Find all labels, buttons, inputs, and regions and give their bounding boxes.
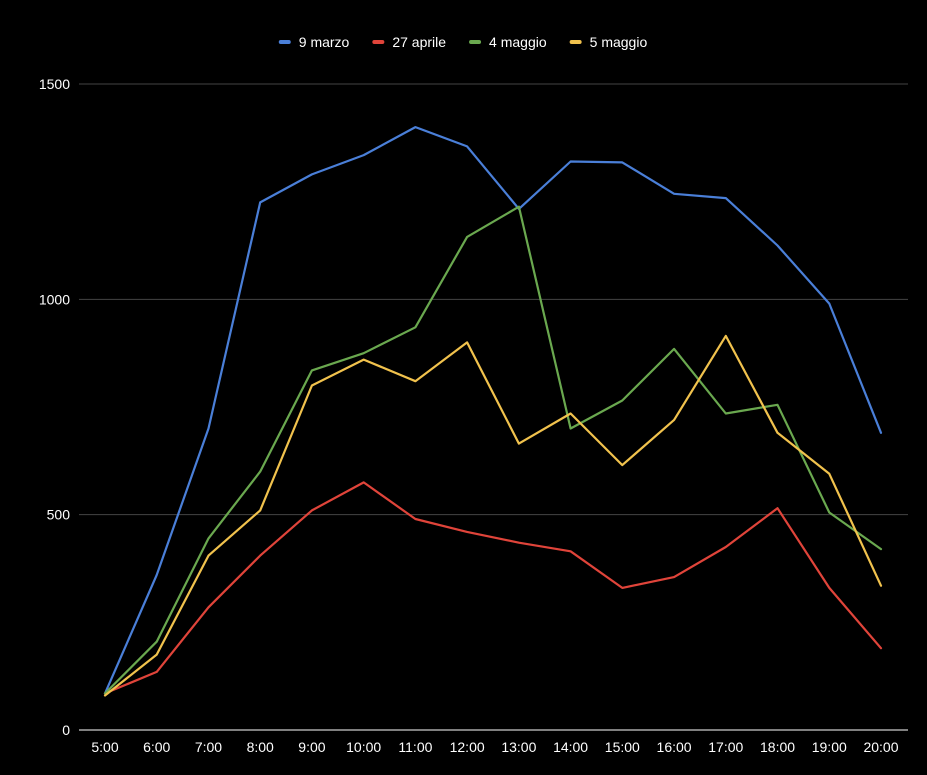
y-tick-label: 1000 [39,291,70,307]
series-line-4 [103,334,883,697]
x-tick-label: 18:00 [760,739,795,755]
x-tick-label: 7:00 [195,739,222,755]
legend-item: 9 marzo [278,34,350,50]
x-tick-label: 10:00 [346,739,381,755]
series-line-1 [103,125,883,695]
legend-label: 4 maggio [489,34,547,50]
y-axis-tick-labels: 0 500 1000 1500 [39,76,70,738]
x-tick-label: 15:00 [605,739,640,755]
legend-item: 27 aprile [372,34,446,50]
legend: 9 marzo 27 aprile 4 maggio 5 maggio [278,34,648,50]
series-line-3 [103,205,883,695]
x-tick-label: 13:00 [501,739,536,755]
y-tick-label: 500 [47,507,71,523]
x-tick-label: 19:00 [812,739,847,755]
legend-label: 5 maggio [590,34,648,50]
x-tick-label: 5:00 [91,739,118,755]
legend-item: 4 maggio [469,34,547,50]
x-tick-label: 9:00 [298,739,325,755]
series-line-2 [103,481,883,695]
legend-label: 9 marzo [299,34,350,50]
x-tick-label: 20:00 [863,739,898,755]
x-tick-label: 16:00 [657,739,692,755]
grid-lines [79,83,908,731]
series-lines [103,125,883,697]
x-axis-tick-labels: 5:00 6:00 7:00 8:00 9:00 10:00 11:00 12:00 13:00… [91,739,898,755]
x-tick-label: 12:00 [450,739,485,755]
legend-item: 5 maggio [569,34,648,50]
x-tick-label: 14:00 [553,739,588,755]
y-tick-label: 1500 [39,76,70,92]
x-tick-label: 17:00 [708,739,743,755]
x-tick-label: 11:00 [398,739,432,755]
x-tick-label: 6:00 [143,739,170,755]
legend-label: 27 aprile [392,34,446,50]
x-tick-label: 8:00 [247,739,274,755]
y-tick-label: 0 [62,722,70,738]
